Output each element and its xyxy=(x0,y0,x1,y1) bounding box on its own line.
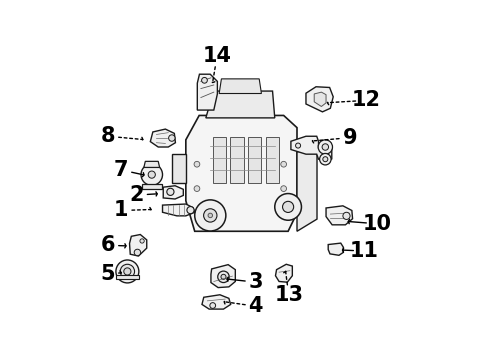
Circle shape xyxy=(116,260,139,283)
Text: 13: 13 xyxy=(274,285,303,306)
Circle shape xyxy=(194,186,200,192)
Circle shape xyxy=(218,271,229,283)
Polygon shape xyxy=(186,116,297,231)
Polygon shape xyxy=(202,295,231,309)
Polygon shape xyxy=(144,161,160,167)
Text: 5: 5 xyxy=(101,264,115,284)
Circle shape xyxy=(343,212,350,220)
Text: 3: 3 xyxy=(248,272,263,292)
Circle shape xyxy=(318,140,333,154)
Text: 1: 1 xyxy=(114,201,128,220)
Text: 8: 8 xyxy=(101,126,115,146)
Polygon shape xyxy=(206,91,275,118)
Circle shape xyxy=(281,161,287,167)
Text: 14: 14 xyxy=(202,46,232,66)
Circle shape xyxy=(323,157,328,162)
Polygon shape xyxy=(297,146,317,231)
Polygon shape xyxy=(326,206,353,225)
Polygon shape xyxy=(219,79,262,94)
Circle shape xyxy=(275,194,301,220)
Circle shape xyxy=(319,153,331,165)
Polygon shape xyxy=(197,74,218,110)
Circle shape xyxy=(204,209,217,222)
Circle shape xyxy=(195,200,226,231)
Polygon shape xyxy=(306,87,333,112)
Text: 12: 12 xyxy=(352,90,381,111)
Circle shape xyxy=(208,213,213,218)
Circle shape xyxy=(120,264,135,279)
Text: 2: 2 xyxy=(129,185,144,205)
Polygon shape xyxy=(211,265,235,288)
Polygon shape xyxy=(248,138,262,183)
Circle shape xyxy=(148,171,155,178)
Text: 7: 7 xyxy=(114,160,128,180)
Circle shape xyxy=(194,161,200,167)
Polygon shape xyxy=(150,129,175,147)
Text: 9: 9 xyxy=(343,128,357,148)
Polygon shape xyxy=(266,138,279,183)
Polygon shape xyxy=(116,275,139,279)
Polygon shape xyxy=(142,184,162,189)
Circle shape xyxy=(124,268,131,275)
Text: 10: 10 xyxy=(363,214,392,234)
Circle shape xyxy=(283,201,294,212)
Polygon shape xyxy=(163,204,195,216)
Polygon shape xyxy=(163,186,183,199)
Circle shape xyxy=(322,144,329,150)
Polygon shape xyxy=(291,136,332,159)
Polygon shape xyxy=(230,138,244,183)
Circle shape xyxy=(221,274,226,279)
Circle shape xyxy=(140,239,144,243)
Circle shape xyxy=(281,186,287,192)
Polygon shape xyxy=(172,154,186,183)
Polygon shape xyxy=(275,264,293,282)
Text: 6: 6 xyxy=(101,235,115,255)
Circle shape xyxy=(187,207,194,214)
Circle shape xyxy=(295,143,300,148)
Polygon shape xyxy=(129,234,147,256)
Circle shape xyxy=(141,164,163,185)
Text: 11: 11 xyxy=(349,241,379,261)
Circle shape xyxy=(134,249,141,256)
Polygon shape xyxy=(314,92,326,107)
Circle shape xyxy=(201,77,207,83)
Polygon shape xyxy=(328,243,343,255)
Polygon shape xyxy=(213,138,226,183)
Text: 4: 4 xyxy=(248,296,263,316)
Circle shape xyxy=(210,303,216,309)
Circle shape xyxy=(169,135,175,141)
Circle shape xyxy=(167,188,174,195)
